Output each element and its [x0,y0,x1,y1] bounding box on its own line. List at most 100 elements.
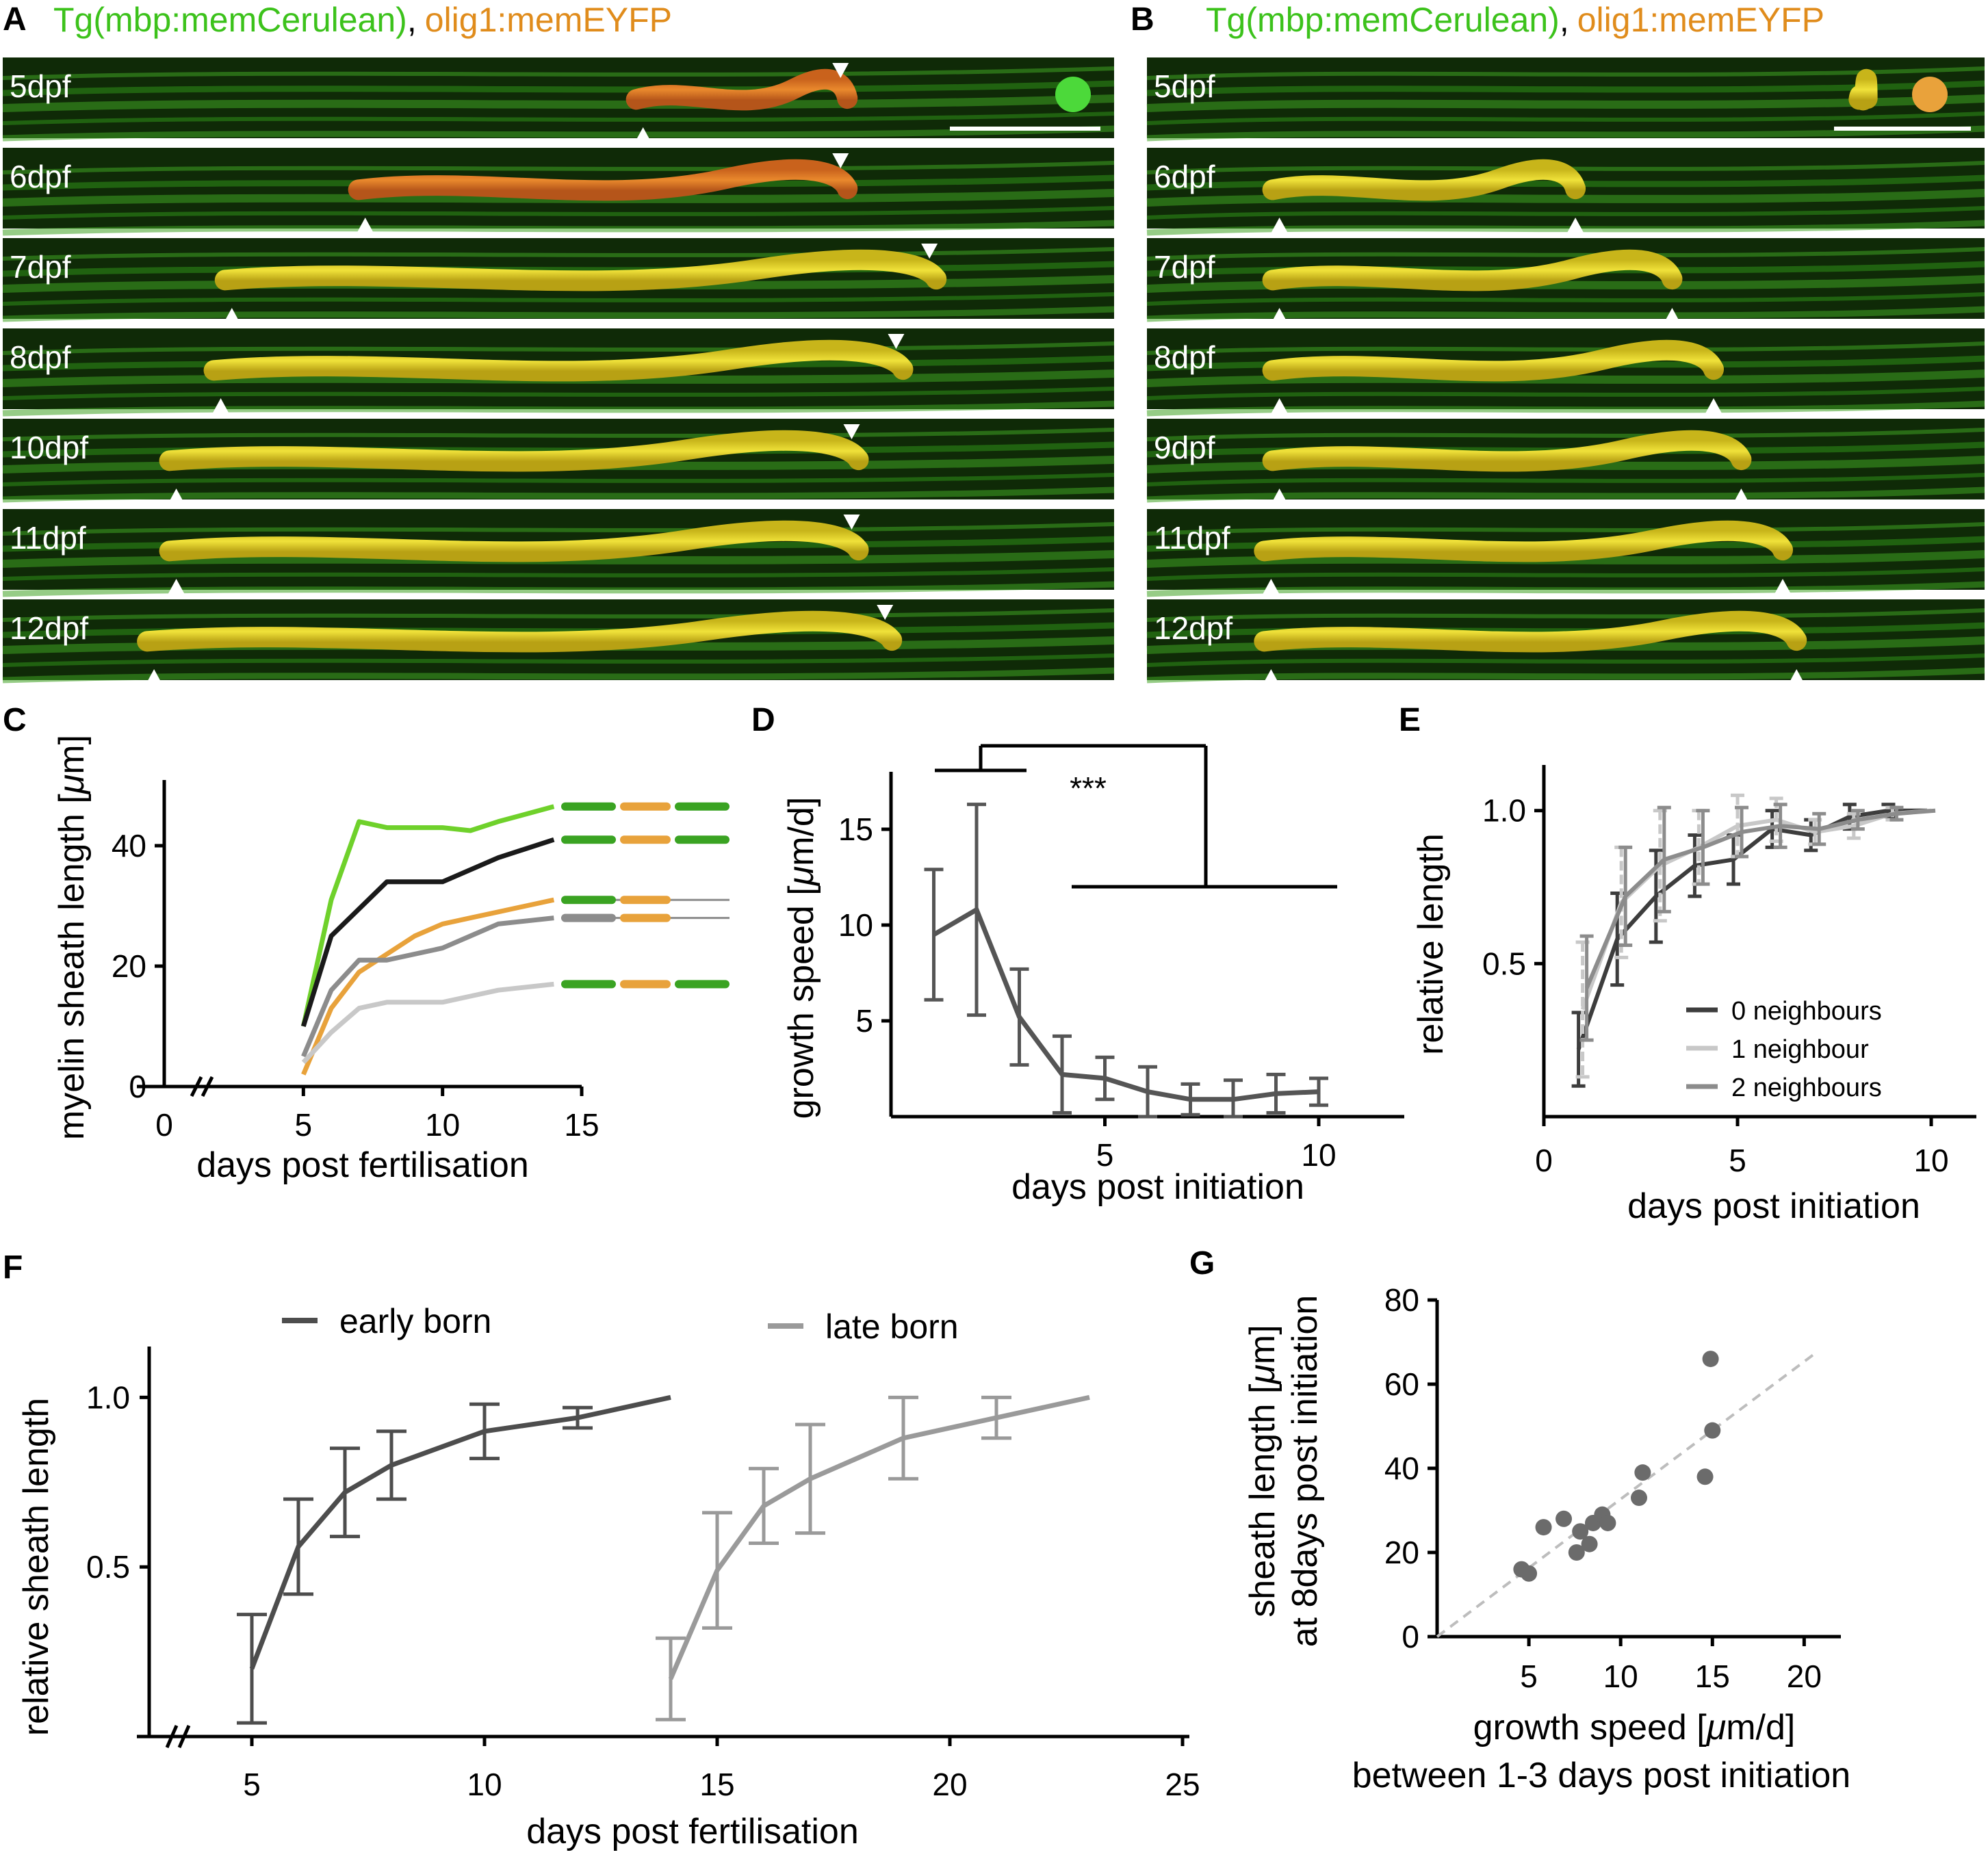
panel-d: D growth speed [μm/d] days post initiati… [751,702,1404,1207]
panel-f: F relative sheath length days post ferti… [3,1249,1200,1851]
panel-b-axon-streak [1146,608,1985,622]
panel-b-arrowhead [1271,308,1288,323]
panel-b-axon-streak [1146,306,1985,322]
panel-a-row: 10dpf [2,419,1115,504]
panel-a-title-sep: , [407,1,417,39]
panel-c-x-label: days post fertilisation [196,1145,529,1185]
panel-b-axon-streak [1146,400,1985,417]
panel-f-series [237,1394,1090,1725]
panel-a-row-label: 10dpf [10,430,88,465]
panel-d-y-tick-label: 5 [855,1003,873,1039]
panel-c-letter: C [3,702,27,738]
panel-b-axon-streak [1146,667,1985,684]
panel-a-arrowhead [877,605,894,620]
panel-g-point [1634,1464,1651,1481]
panel-b-axon-streak [1146,341,1985,355]
panel-a-axon-streak [2,94,1115,112]
panel-e-legend-label: 1 neighbour [1731,1035,1869,1064]
panel-f-ticks: 5 10 15 20 25 0.5 1.0 [86,1379,1200,1802]
panel-e-x-label: days post initiation [1627,1186,1920,1226]
panel-b-arrowhead [1567,218,1584,233]
panel-b-axon-streak [1146,206,1985,220]
panel-c-y-tick-label: 0 [129,1069,146,1104]
panel-a-arrowhead [832,63,849,78]
panel-b-row: 11dpf [1146,509,1985,597]
panel-g-point [1535,1519,1552,1536]
panel-f-axis-break-2 [177,1724,191,1749]
panel-a-row: 11dpf [2,509,1115,597]
panel-g-y-label-1: sheath length [μm] [1243,1325,1282,1617]
panel-b-myelin-sheath [1262,430,1752,472]
panel-a-axon-streak [2,220,1115,236]
panel-a-arrowhead [168,579,185,594]
panel-a-axon-streak [2,247,1115,261]
panel-a-axon-streak [2,473,1115,486]
panel-c-sheath-segment [620,835,671,844]
panel-b-row-label: 11dpf [1154,520,1230,556]
panel-c-sheath-segment [561,835,616,844]
panel-f-legend-label: early born [339,1302,491,1340]
panel-a-myelin-sheath [348,159,858,201]
panel-g-x-tick-label: 20 [1787,1659,1822,1694]
panel-a-row: 5dpf [2,57,1115,142]
panel-c-y-label: myelin sheath length [μm] [52,735,92,1140]
panel-g-x-tick-label: 15 [1695,1659,1730,1694]
panel-a-arrowhead [168,489,185,504]
panel-c-sheath-segment [620,913,671,922]
panel-b-myelin-sheath [1254,520,1794,562]
panel-b-reporter-dot [1912,77,1948,112]
panel-f-y-tick-label: 1.0 [86,1379,130,1415]
panel-g-point [1599,1514,1616,1531]
panel-b-row-label: 9dpf [1154,430,1215,465]
panel-g-y-tick-label: 40 [1384,1451,1419,1486]
panel-a-arrowhead [843,515,860,530]
panel-g-point [1555,1510,1573,1527]
panel-a-image-rows: 5dpf 6dpf 7dpf 8dpf 10dpf 11dpf 12dpf [2,57,1115,684]
panel-e-y-label: relative length [1411,833,1451,1055]
panel-a-axon-streak [2,522,1115,536]
panel-c-series-line [301,981,554,1065]
panel-a-arrowhead [634,127,651,142]
panel-f-y-tick-label: 0.5 [86,1549,130,1585]
panel-b-axon-streak [1146,387,1985,400]
panel-b-myelin-sheath [1262,339,1725,382]
panel-b-axon-streak [1146,94,1985,112]
panel-e-x-tick-label: 5 [1729,1143,1746,1178]
panel-b-arrowhead [1664,308,1681,323]
panel-a-title-green: Tg(mbp:memCerulean) [53,1,407,39]
panel-g-point [1696,1468,1714,1485]
panel-a-row: 6dpf [2,148,1115,236]
panel-a-letter: A [3,1,27,38]
panel-a-row-background [3,57,1114,138]
panel-b-title: Tg(mbp:memCerulean), olig1:memEYFP [1206,1,1824,39]
panel-a-arrowhead [921,244,938,259]
panel-e-legend-label: 2 neighbours [1731,1074,1882,1102]
panel-g-fit-line-path [1436,1353,1814,1638]
panel-b-axon-streak [1146,567,1985,581]
panel-b-axon-streak [1146,581,1985,597]
panel-b-axon-streak [1146,473,1985,486]
panel-f-x-tick-label: 10 [467,1767,502,1802]
panel-e-legend: 0 neighbours 1 neighbour 2 neighbours [1686,997,1882,1102]
panel-f-axis-break-1 [165,1724,179,1749]
panel-g-x-label-1: growth speed [μm/d] [1473,1708,1796,1747]
panel-b-row: 12dpf [1146,599,1985,684]
panel-a-row: 12dpf [2,599,1115,684]
panel-d-letter: D [751,702,775,738]
panel-d-series [924,803,1328,1119]
panel-b-axon-streak [1146,125,1985,142]
panel-b-arrowhead [1263,669,1280,684]
panel-b-row-label: 7dpf [1154,249,1215,285]
panel-f-x-tick-label: 25 [1165,1767,1200,1802]
panel-c-sheath-segment [675,980,730,989]
panel-c-sheath-segment [561,802,616,811]
panel-c-lines [300,804,555,1076]
panel-a-myelin-sheath [159,520,869,562]
panel-f-y-label: relative sheath length [16,1398,56,1736]
panel-a-arrowhead [212,398,229,413]
panel-c-sheath-segment [561,896,616,905]
panel-a-axon-streak [2,387,1115,400]
panel-b-row: 7dpf [1146,238,1985,323]
panel-c-y-tick-label: 20 [112,948,146,984]
